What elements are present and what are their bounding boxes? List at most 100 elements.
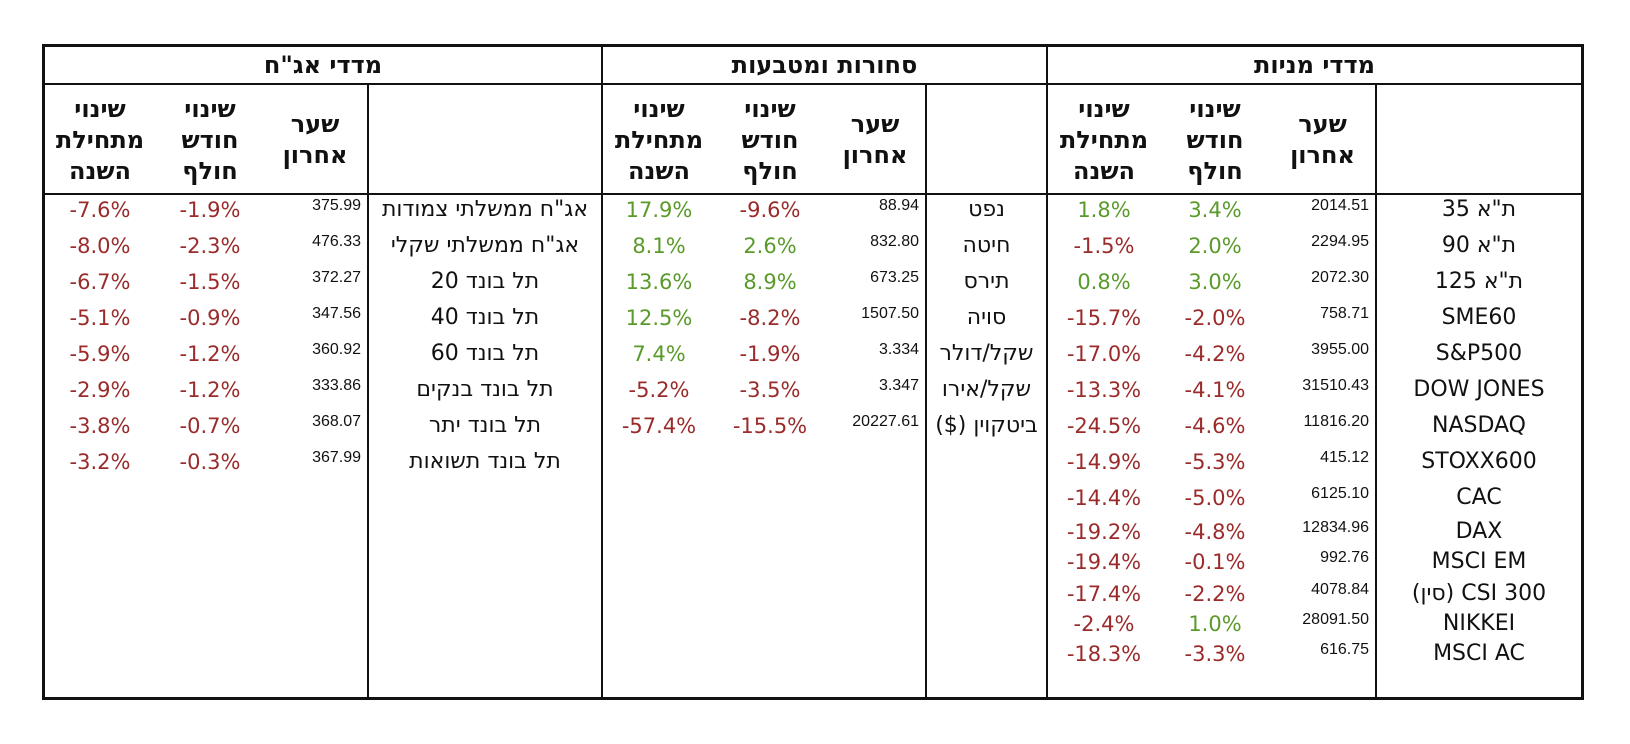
equity-row-name: NASDAQ	[1431, 413, 1526, 438]
bonds-row-name: אג"ח ממשלתי שקלי	[390, 233, 580, 258]
bonds-row-month-change: -1.5%	[179, 270, 241, 294]
equity-row-month-change: -5.0%	[1184, 486, 1246, 510]
commodities-row-last-rate: 3.347	[878, 377, 919, 394]
equity-row-month-change: 3.0%	[1188, 270, 1242, 294]
commodities-row-last-rate: 88.94	[878, 197, 919, 214]
bonds-row-month-change: -1.9%	[179, 198, 241, 222]
equity-section-title: מדדי מניות	[1254, 51, 1375, 79]
equity-month-header: שינוי חודש חולף	[1186, 94, 1244, 185]
bonds-section-title: מדדי אג"ח	[263, 51, 383, 79]
commodities-row-ytd-change: -57.4%	[621, 414, 697, 438]
equity-row-name: DAX	[1455, 519, 1503, 544]
bonds-row-name: תל בונד 20	[430, 269, 540, 294]
bonds-row-last-rate: 476.33	[312, 233, 361, 250]
bonds-row-ytd-change: -3.2%	[69, 450, 131, 474]
header-divider	[45, 193, 1581, 195]
section-divider-commodities-equity	[1046, 47, 1048, 697]
equity-row-month-change: -4.8%	[1184, 520, 1246, 544]
bonds-row-name: תל בונד תשואות	[409, 449, 561, 474]
equity-row-month-change: -2.2%	[1184, 582, 1246, 606]
commodities-section-title: סחורות ומטבעות	[731, 51, 918, 79]
bonds-last-header: שער אחרון	[282, 110, 348, 169]
bonds-row-month-change: -1.2%	[179, 378, 241, 402]
equity-row-ytd-change: -15.7%	[1066, 306, 1142, 330]
commodities-row-month-change: -9.6%	[739, 198, 801, 222]
equity-row-last-rate: 992.76	[1320, 549, 1369, 566]
commodities-row-ytd-change: 13.6%	[625, 270, 693, 294]
equity-row-name: MSCI AC	[1433, 641, 1525, 666]
equity-row-last-rate: 31510.43	[1302, 377, 1369, 394]
equity-ytd-header: שינוי מתחילת השנה	[1059, 94, 1149, 185]
bonds-name-divider	[367, 85, 369, 697]
commodities-row-last-rate: 673.25	[870, 269, 919, 286]
commodities-row-last-rate: 20227.61	[852, 413, 919, 430]
commodities-month-header: שינוי חודש חולף	[741, 94, 799, 185]
equity-row-name: S&P500	[1435, 341, 1523, 366]
equity-row-name: CSI 300 (סין)	[1411, 581, 1547, 606]
equity-row-name: SME60	[1441, 305, 1517, 330]
equity-row-ytd-change: -17.4%	[1066, 582, 1142, 606]
commodities-ytd-header: שינוי מתחילת השנה	[614, 94, 704, 185]
commodities-row-name: נפט	[968, 197, 1005, 222]
commodities-name-divider	[925, 85, 927, 697]
bonds-row-ytd-change: -6.7%	[69, 270, 131, 294]
equity-row-ytd-change: 1.8%	[1077, 198, 1131, 222]
equity-row-last-rate: 3955.00	[1311, 341, 1369, 358]
equity-row-month-change: 2.0%	[1188, 234, 1242, 258]
equity-row-ytd-change: -2.4%	[1073, 612, 1135, 636]
commodities-last-header: שער אחרון	[842, 110, 908, 169]
commodities-row-name: שקל/דולר	[939, 341, 1034, 366]
equity-row-name: DOW JONES	[1413, 377, 1545, 402]
bonds-row-ytd-change: -3.8%	[69, 414, 131, 438]
commodities-row-month-change: -3.5%	[739, 378, 801, 402]
equity-row-month-change: -4.2%	[1184, 342, 1246, 366]
bonds-month-header: שינוי חודש חולף	[181, 94, 239, 185]
equity-row-ytd-change: -24.5%	[1066, 414, 1142, 438]
equity-row-last-rate: 4078.84	[1311, 581, 1369, 598]
bonds-row-last-rate: 360.92	[312, 341, 361, 358]
equity-row-ytd-change: 0.8%	[1077, 270, 1131, 294]
equity-row-last-rate: 616.75	[1320, 641, 1369, 658]
bonds-row-name: תל בונד 60	[430, 341, 540, 366]
equity-row-last-rate: 28091.50	[1302, 611, 1369, 628]
equity-row-month-change: -3.3%	[1184, 642, 1246, 666]
equity-row-month-change: -0.1%	[1184, 550, 1246, 574]
bonds-ytd-header: שינוי מתחילת השנה	[55, 94, 145, 185]
bonds-row-name: תל בונד יתר	[428, 413, 542, 438]
bonds-row-name: תל בונד בנקים	[416, 377, 554, 402]
bonds-row-last-rate: 368.07	[312, 413, 361, 430]
equity-row-ytd-change: -17.0%	[1066, 342, 1142, 366]
bonds-row-month-change: -2.3%	[179, 234, 241, 258]
commodities-row-ytd-change: -5.2%	[628, 378, 690, 402]
bonds-row-ytd-change: -2.9%	[69, 378, 131, 402]
equity-row-name: MSCI EM	[1431, 549, 1527, 574]
bonds-row-last-rate: 367.99	[312, 449, 361, 466]
equity-row-month-change: -4.1%	[1184, 378, 1246, 402]
commodities-row-name: ביטקוין ($)	[935, 413, 1038, 438]
equity-row-last-rate: 2014.51	[1311, 197, 1369, 214]
bonds-row-month-change: -0.9%	[179, 306, 241, 330]
equity-row-month-change: 3.4%	[1188, 198, 1242, 222]
equity-row-name: ת"א 125	[1434, 269, 1524, 294]
equity-row-name: NIKKEI	[1442, 611, 1516, 636]
commodities-row-ytd-change: 7.4%	[632, 342, 686, 366]
equity-row-last-rate: 758.71	[1320, 305, 1369, 322]
equity-row-name: ת"א 90	[1441, 233, 1517, 258]
commodities-row-name: סויה	[966, 305, 1007, 330]
commodities-row-month-change: -15.5%	[732, 414, 808, 438]
equity-row-last-rate: 2072.30	[1311, 269, 1369, 286]
commodities-row-last-rate: 3.334	[878, 341, 919, 358]
equity-row-last-rate: 11816.20	[1303, 413, 1369, 430]
bonds-row-name: אג"ח ממשלתי צמודות	[381, 197, 589, 222]
bonds-row-ytd-change: -5.9%	[69, 342, 131, 366]
bonds-row-month-change: -0.7%	[179, 414, 241, 438]
equity-row-ytd-change: -13.3%	[1066, 378, 1142, 402]
commodities-row-month-change: -1.9%	[739, 342, 801, 366]
equity-last-header: שער אחרון	[1290, 110, 1355, 169]
equity-row-month-change: -2.0%	[1184, 306, 1246, 330]
bonds-row-last-rate: 333.86	[312, 377, 361, 394]
commodities-row-ytd-change: 12.5%	[625, 306, 693, 330]
commodities-row-name: חיטה	[962, 233, 1011, 258]
title-divider	[45, 83, 1581, 85]
equity-row-last-rate: 2294.95	[1311, 233, 1369, 250]
